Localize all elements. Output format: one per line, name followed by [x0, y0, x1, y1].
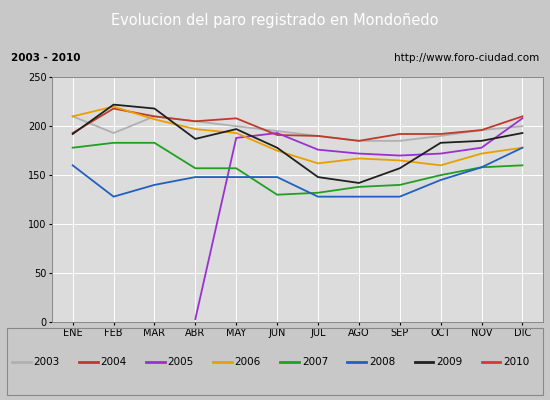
Text: 2010: 2010 — [503, 357, 530, 366]
Text: http://www.foro-ciudad.com: http://www.foro-ciudad.com — [394, 54, 539, 64]
Text: 2007: 2007 — [302, 357, 328, 366]
Text: 2008: 2008 — [369, 357, 395, 366]
Text: 2009: 2009 — [436, 357, 463, 366]
Text: 2005: 2005 — [168, 357, 194, 366]
Text: Evolucion del paro registrado en Mondoñedo: Evolucion del paro registrado en Mondoñe… — [111, 14, 439, 28]
Text: 2004: 2004 — [101, 357, 127, 366]
Text: 2003 - 2010: 2003 - 2010 — [11, 54, 80, 64]
Text: 2006: 2006 — [235, 357, 261, 366]
Text: 2003: 2003 — [34, 357, 60, 366]
